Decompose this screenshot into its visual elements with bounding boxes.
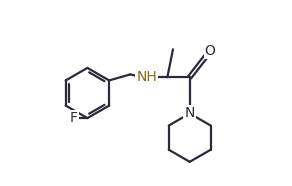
Text: N: N <box>185 106 195 121</box>
Text: O: O <box>205 44 215 58</box>
Text: F: F <box>69 111 77 125</box>
Text: NH: NH <box>137 70 157 84</box>
